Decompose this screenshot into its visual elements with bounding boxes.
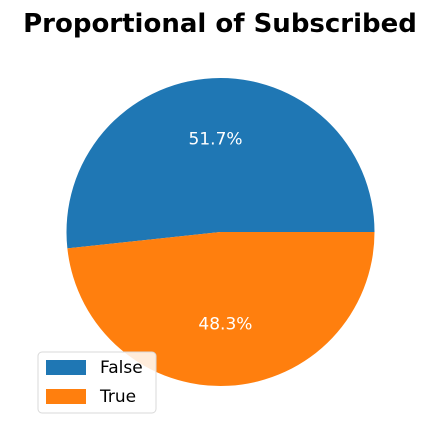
legend-entries: False True (46, 358, 143, 407)
pie-slice-false (66, 78, 375, 249)
pie-slice-label-true: 48.3% (198, 314, 252, 334)
pie-slice-true (67, 232, 375, 387)
chart-title: Proportional of Subscribed (23, 9, 417, 39)
legend: False True (37, 351, 157, 414)
pie-slices (66, 78, 375, 387)
legend-label-false: False (100, 358, 143, 378)
legend-swatch-false (46, 360, 86, 375)
legend-label-true: True (99, 387, 136, 407)
legend-swatch-true (46, 389, 86, 404)
pie-slice-label-false: 51.7% (189, 130, 243, 150)
pie-slice-labels: 51.7% 48.3% (189, 130, 253, 335)
